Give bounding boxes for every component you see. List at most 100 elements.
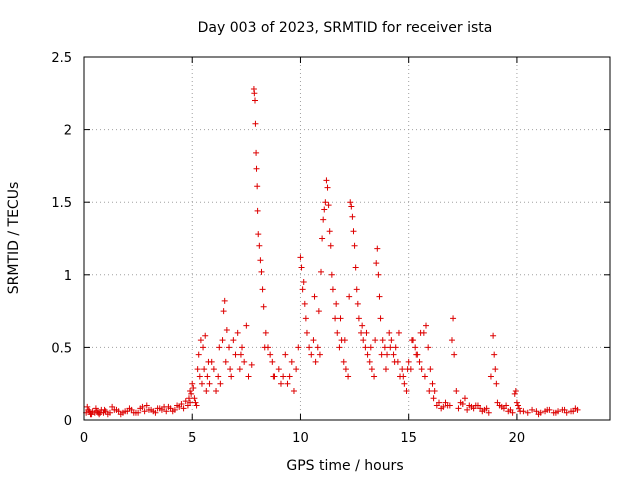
data-point	[360, 337, 367, 344]
data-point	[180, 405, 187, 412]
data-point	[198, 380, 205, 387]
data-point	[364, 351, 371, 358]
data-point	[248, 361, 255, 368]
data-point	[182, 398, 189, 405]
data-point	[426, 387, 433, 394]
data-point	[379, 337, 386, 344]
data-point	[243, 322, 250, 329]
data-point	[178, 401, 185, 408]
data-point	[219, 337, 226, 344]
data-point	[191, 395, 198, 402]
data-point	[423, 322, 430, 329]
data-point	[245, 373, 252, 380]
data-point	[382, 366, 389, 373]
data-point	[375, 271, 382, 278]
data-point	[189, 380, 196, 387]
tick-labels: 0 0.5 1 1.5 2 2.5 0 5 10 15 20	[51, 51, 525, 446]
data-point	[174, 402, 181, 409]
data-point	[337, 315, 344, 322]
data-point	[372, 337, 379, 344]
y-tick-label: 0.5	[51, 341, 72, 356]
x-tick-label: 20	[509, 431, 526, 446]
data-point	[156, 405, 163, 412]
data-point	[256, 242, 263, 249]
data-point	[493, 380, 500, 387]
data-point	[282, 351, 289, 358]
data-point	[561, 406, 568, 413]
data-point	[196, 373, 203, 380]
data-point	[286, 373, 293, 380]
data-point	[430, 395, 437, 402]
data-point	[275, 366, 282, 373]
data-points	[83, 85, 581, 418]
data-point	[319, 235, 326, 242]
data-point	[254, 207, 261, 214]
data-point	[297, 254, 304, 261]
data-point	[334, 329, 341, 336]
x-tick-label: 0	[80, 431, 88, 446]
data-point	[431, 387, 438, 394]
data-point	[425, 344, 432, 351]
data-point	[257, 257, 264, 264]
x-tick-label: 15	[400, 431, 417, 446]
data-point	[308, 351, 315, 358]
data-point	[169, 408, 176, 415]
data-point	[459, 401, 466, 408]
data-point	[236, 366, 243, 373]
data-point	[84, 403, 91, 410]
data-point	[392, 344, 399, 351]
data-point	[374, 245, 381, 252]
data-point	[217, 380, 224, 387]
data-point	[130, 409, 137, 416]
data-point	[316, 351, 323, 358]
y-tick-label: 2	[64, 124, 72, 139]
data-point	[472, 402, 479, 409]
data-point	[216, 344, 223, 351]
data-point	[468, 403, 475, 410]
data-point	[201, 366, 208, 373]
data-point	[254, 183, 261, 190]
data-point	[234, 329, 241, 336]
data-point	[368, 366, 375, 373]
data-point	[371, 373, 378, 380]
y-tick-label: 1	[64, 269, 72, 284]
data-point	[413, 351, 420, 358]
x-tick-label: 10	[292, 431, 309, 446]
data-point	[188, 390, 195, 397]
data-point	[321, 206, 328, 213]
data-point	[503, 402, 510, 409]
data-point	[143, 402, 150, 409]
data-point	[302, 315, 309, 322]
data-point	[228, 373, 235, 380]
data-point	[461, 395, 468, 402]
data-point	[404, 366, 411, 373]
data-point	[290, 387, 297, 394]
data-point	[346, 293, 353, 300]
data-point	[326, 228, 333, 235]
data-point	[429, 380, 436, 387]
data-point	[85, 406, 92, 413]
data-point	[190, 385, 197, 392]
data-point	[187, 399, 194, 406]
data-point	[417, 329, 424, 336]
chart-title: Day 003 of 2023, SRMTID for receiver ist…	[198, 20, 493, 36]
data-point	[387, 344, 394, 351]
data-point	[300, 279, 307, 286]
data-point	[165, 403, 172, 410]
data-point	[373, 260, 380, 267]
data-point	[258, 268, 265, 275]
data-point	[301, 300, 308, 307]
data-point	[513, 399, 520, 406]
data-point	[574, 406, 581, 413]
data-point	[223, 326, 230, 333]
data-point	[277, 380, 284, 387]
data-point	[450, 315, 457, 322]
data-point	[399, 366, 406, 373]
data-point	[206, 380, 213, 387]
data-point	[507, 406, 514, 413]
data-point	[270, 373, 277, 380]
data-point	[477, 405, 484, 412]
data-point	[117, 411, 124, 418]
data-point	[311, 293, 318, 300]
data-point	[92, 405, 99, 412]
